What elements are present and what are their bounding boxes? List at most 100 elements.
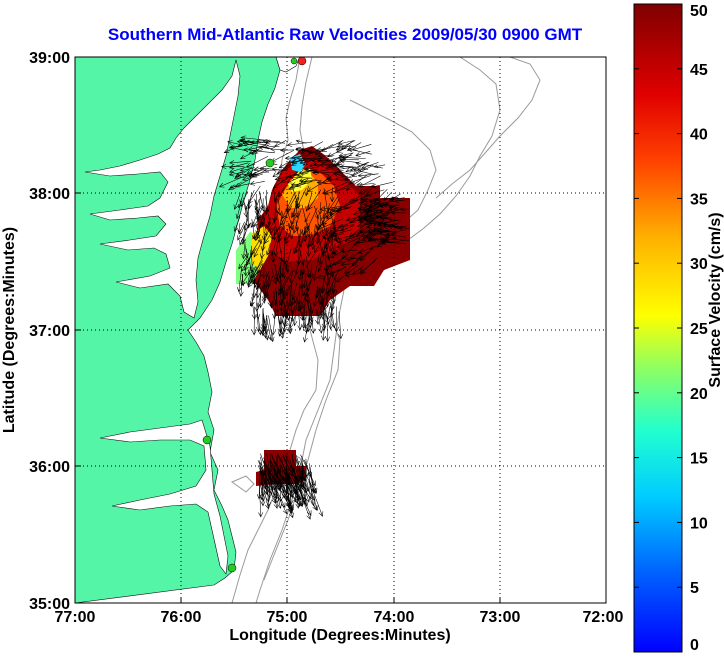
velocity-arrow [270, 235, 279, 257]
colorbar-gradient [633, 3, 683, 653]
velocity-arrow [266, 217, 271, 229]
y-tick-label: 37:00 [29, 323, 70, 340]
colorbar-tick-label: 45 [690, 62, 708, 79]
velocity-arrow [251, 306, 257, 336]
velocity-arrow [345, 174, 368, 191]
velocity-arrow [261, 198, 265, 210]
velocity-arrow [327, 273, 334, 301]
velocity-arrow [295, 147, 323, 155]
colorbar-tick-label: 25 [690, 321, 708, 338]
velocity-arrow [338, 311, 344, 340]
velocity-arrow [330, 197, 340, 217]
velocity-arrow [357, 172, 379, 178]
colorbar-tick-label: 30 [690, 256, 708, 273]
velocity-arrow [321, 233, 331, 256]
velocity-arrow [255, 303, 261, 320]
x-tick-label: 74:00 [374, 609, 415, 626]
velocity-arrow [233, 216, 241, 232]
velocity-arrow [335, 237, 361, 249]
map-plot-area [75, 57, 606, 603]
velocity-arrow [355, 161, 383, 169]
velocity-arrow [290, 469, 307, 505]
velocity-arrow [280, 259, 286, 278]
velocity-arrow [278, 281, 284, 306]
velocity-arrow [326, 232, 344, 240]
velocity-arrow [254, 214, 264, 242]
velocity-arrow [317, 153, 335, 159]
velocity-arrow [365, 212, 384, 218]
velocity-arrow [279, 274, 286, 297]
velocity-arrow [275, 262, 282, 280]
velocity-arrow [283, 299, 290, 322]
velocity-arrow [303, 310, 309, 329]
velocity-arrow [387, 224, 403, 230]
velocity-arrow [366, 236, 388, 242]
velocity-arrow [288, 457, 299, 486]
velocity-arrow [228, 163, 256, 174]
velocity-arrow [248, 261, 255, 276]
velocity-arrow [238, 256, 248, 270]
velocity-arrow [371, 181, 393, 189]
map-grid [75, 57, 606, 603]
velocity-arrow [335, 265, 359, 283]
velocity-arrow [253, 165, 268, 172]
velocity-arrow [253, 241, 262, 258]
velocity-arrow [340, 262, 357, 267]
velocity-arrow [306, 256, 311, 279]
colorbar-tick-label: 50 [690, 3, 708, 20]
velocity-arrow [239, 138, 268, 144]
velocity-arrow [296, 283, 302, 306]
velocity-arrow [313, 162, 328, 167]
velocity-arrow [358, 184, 374, 195]
colorbar-tick-label: 40 [690, 127, 708, 144]
velocity-arrow [376, 199, 403, 206]
y-tick-labels: 39:00 38:00 37:00 36:00 35:00 [29, 50, 70, 613]
velocity-arrow [306, 231, 312, 258]
station-marker-north-red [297, 57, 307, 66]
velocity-arrow [337, 140, 355, 146]
velocity-arrow [291, 282, 297, 301]
velocity-arrow [233, 193, 241, 210]
velocity-arrow [318, 214, 323, 229]
velocity-arrow [360, 188, 372, 202]
velocity-arrow [269, 146, 286, 152]
velocity-arrow [360, 257, 378, 275]
colorbar-tick-label: 10 [690, 515, 708, 532]
velocity-arrow [304, 285, 310, 304]
velocity-arrow [286, 480, 293, 498]
velocity-arrow [351, 144, 372, 151]
velocity-arrow [241, 173, 263, 182]
velocity-arrow [285, 472, 303, 508]
velocity-arrow [302, 222, 309, 237]
velocity-arrow [358, 175, 381, 188]
velocity-arrow [239, 223, 250, 246]
velocity-arrow [234, 175, 246, 179]
station-marker-north-green [290, 57, 298, 65]
velocity-arrow [356, 214, 381, 220]
velocity-arrow [314, 205, 320, 220]
velocity-arrow [229, 145, 248, 152]
velocity-arrow [272, 291, 278, 320]
velocity-arrow [327, 250, 335, 278]
x-tick-label: 73:00 [480, 609, 521, 626]
velocity-arrow [364, 221, 381, 226]
velocity-arrow [313, 229, 330, 254]
velocity-arrow [243, 197, 249, 218]
velocity-arrow [316, 270, 342, 279]
velocity-field-southern [256, 450, 324, 520]
velocity-arrow [290, 182, 305, 187]
velocity-arrow [298, 177, 310, 182]
velocity-arrow [323, 254, 329, 274]
velocity-arrow [300, 147, 311, 152]
velocity-arrow [297, 461, 310, 493]
velocity-arrow [263, 460, 269, 495]
colorbar-label: Surface Velocity (cm/s) [707, 212, 724, 387]
velocity-arrow [276, 308, 283, 334]
velocity-arrow [282, 237, 288, 265]
velocity-arrow [318, 202, 323, 215]
station-marker-delmarva [265, 158, 275, 168]
velocity-arrow [270, 309, 277, 336]
velocity-arrow [260, 233, 266, 252]
velocity-arrow [316, 157, 333, 163]
velocity-arrow [357, 203, 383, 211]
